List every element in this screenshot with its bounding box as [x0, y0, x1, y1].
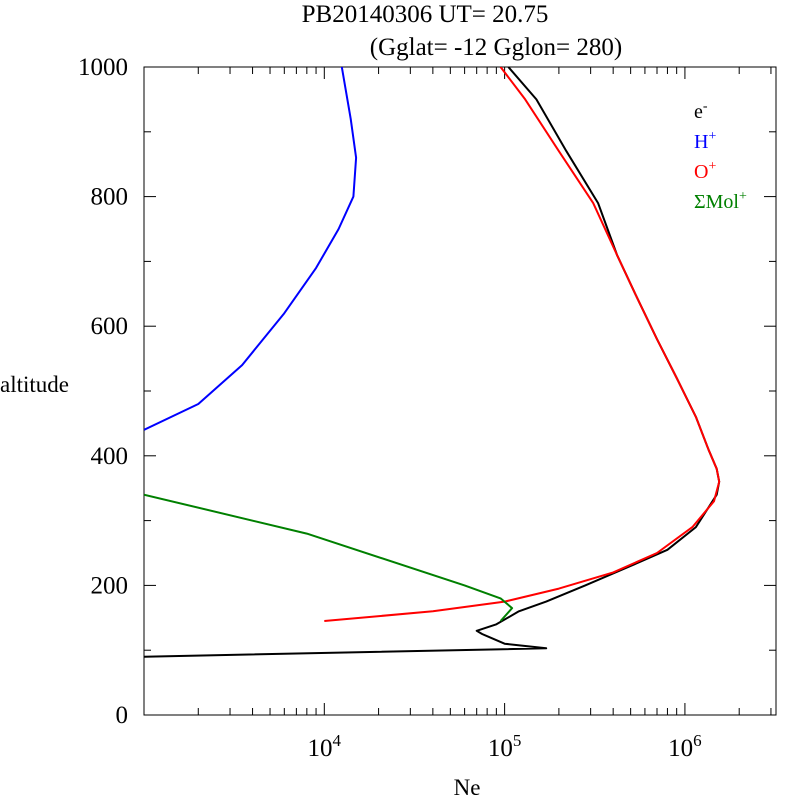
x-tick-label: 104 [308, 731, 342, 762]
y-tick-label: 800 [91, 184, 129, 211]
y-tick-label: 200 [91, 572, 129, 599]
chart-title-line1: PB20140306 UT= 20.75 [302, 1, 549, 28]
legend-label: H+ [694, 129, 716, 153]
x-tick-label: 105 [488, 731, 522, 762]
legend: e- H+ O+ ΣMol+ [694, 99, 747, 213]
plot-area: 0 200 400 600 800 1000 104 105 106 [78, 54, 777, 762]
y-tick-label: 600 [91, 313, 129, 340]
series-line-O+ [324, 67, 721, 622]
y-tick-label: 0 [116, 702, 129, 729]
y-tick-label: 1000 [78, 54, 128, 81]
plot-frame [143, 66, 777, 716]
series-line-e- [144, 67, 721, 658]
chart-title-line2: (Gglat= -12 Gglon= 280) [370, 34, 622, 61]
x-axis-label: Ne [454, 775, 481, 796]
legend-label: e- [694, 99, 708, 123]
legend-label: ΣMol+ [694, 189, 747, 213]
y-tick-label: 400 [91, 443, 129, 470]
legend-label: O+ [694, 159, 716, 183]
series-line-ΣMol+ [144, 493, 514, 622]
series-group [144, 67, 721, 658]
y-axis-label: altitude [0, 372, 69, 397]
series-line-H+ [144, 67, 358, 431]
x-tick-label: 106 [668, 731, 702, 762]
